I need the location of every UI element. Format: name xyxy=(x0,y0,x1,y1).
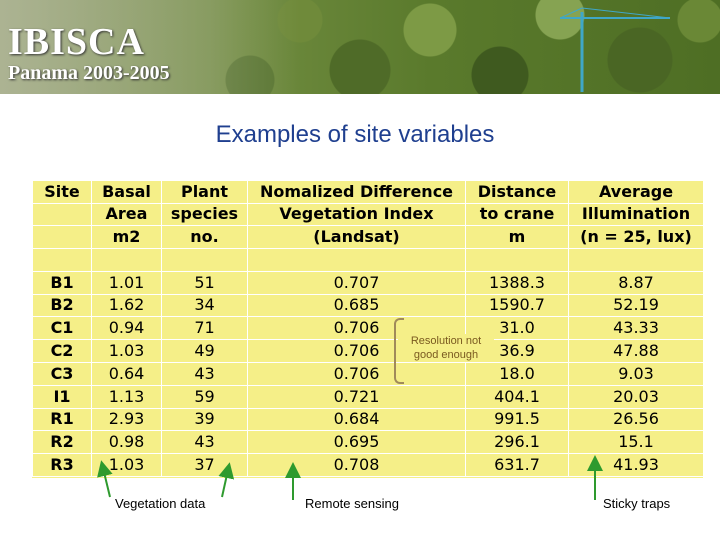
table-cell: 43.33 xyxy=(568,316,704,341)
arrow-vegetation-right xyxy=(218,462,235,498)
resolution-annotation: Resolution not good enough xyxy=(398,334,494,362)
annotation-line: Resolution not xyxy=(410,335,482,347)
header-row: Area species Vegetation Index to crane I… xyxy=(32,202,704,227)
table-cell: 2.93 xyxy=(91,407,162,432)
table-cell: 15.1 xyxy=(568,430,704,455)
table-cell: 0.94 xyxy=(91,316,162,341)
header-cell: Distance xyxy=(465,180,569,204)
caption-sticky-traps: Sticky traps xyxy=(603,496,671,511)
annotation-bracket xyxy=(394,318,404,384)
slide-title: Examples of site variables xyxy=(0,121,720,151)
table-cell: 71 xyxy=(161,316,248,341)
site-cell: B1 xyxy=(32,270,92,295)
table-cell: 404.1 xyxy=(465,384,569,409)
spacer-row xyxy=(32,247,704,272)
banner-fade xyxy=(0,0,300,94)
table-cell: 631.7 xyxy=(465,453,569,477)
table-row: B2 1.62 34 0.685 1590.7 52.19 xyxy=(32,293,704,318)
site-cell: R3 xyxy=(32,453,92,477)
site-cell: C2 xyxy=(32,339,92,363)
header-cell: species xyxy=(161,202,248,227)
header-cell: to crane xyxy=(465,202,569,227)
header-cell: m2 xyxy=(91,225,162,249)
site-variables-table: Site Basal Plant Nomalized Difference Di… xyxy=(32,180,704,477)
header-cell: Nomalized Difference xyxy=(247,180,466,204)
site-variables-table-wrap: Site Basal Plant Nomalized Difference Di… xyxy=(32,180,704,478)
table-cell: 1590.7 xyxy=(465,293,569,318)
caption-vegetation: Vegetation data xyxy=(115,496,206,511)
header-cell: Vegetation Index xyxy=(247,202,466,227)
table-row: R3 1.03 37 0.708 631.7 41.93 xyxy=(32,453,704,477)
table-cell: 991.5 xyxy=(465,407,569,432)
table-cell: 0.98 xyxy=(91,430,162,455)
table-cell: 52.19 xyxy=(568,293,704,318)
table-cell: 0.684 xyxy=(247,407,466,432)
table-cell: 9.03 xyxy=(568,361,704,386)
site-cell: R2 xyxy=(32,430,92,455)
table-cell: 18.0 xyxy=(465,361,569,386)
table-row: R2 0.98 43 0.695 296.1 15.1 xyxy=(32,430,704,455)
banner-title: IBISCA xyxy=(8,21,145,63)
header-row: Site Basal Plant Nomalized Difference Di… xyxy=(32,180,704,204)
table-row: R1 2.93 39 0.684 991.5 26.56 xyxy=(32,407,704,432)
caption-remote-sensing: Remote sensing xyxy=(305,496,399,511)
slide-title-text: Examples of site variables xyxy=(215,121,495,148)
annotation-line: good enough xyxy=(413,349,479,361)
table-cell: 43 xyxy=(161,361,248,386)
site-cell: B2 xyxy=(32,293,92,318)
table-cell: 0.721 xyxy=(247,384,466,409)
table-cell: 0.708 xyxy=(247,453,466,477)
banner-subtitle: Panama 2003-2005 xyxy=(8,62,170,84)
crane-image xyxy=(560,7,671,92)
table-cell: 1388.3 xyxy=(465,270,569,295)
arrow-vegetation-left xyxy=(97,460,113,498)
header-cell: Area xyxy=(91,202,162,227)
table-row: C3 0.64 43 0.706 18.0 9.03 xyxy=(32,361,704,386)
